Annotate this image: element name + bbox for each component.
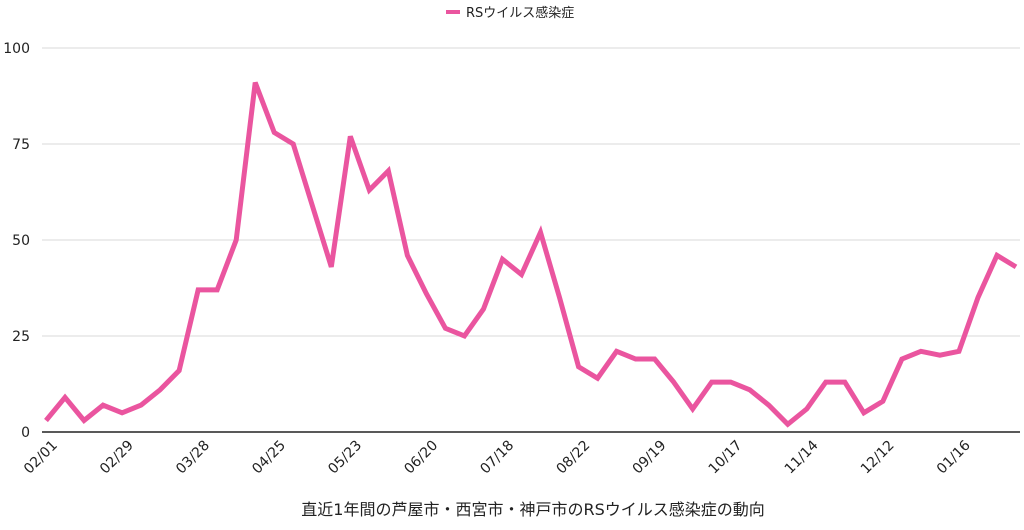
chart-title: 直近1年間の芦屋市・西宮市・神戸市のRSウイルス感染症の動向 bbox=[301, 500, 764, 519]
y-tick-label: 75 bbox=[12, 137, 30, 153]
y-tick-label: 50 bbox=[12, 233, 30, 249]
legend: RSウイルス感染症 bbox=[446, 5, 574, 21]
y-tick-label: 100 bbox=[3, 41, 30, 57]
x-tick-label: 04/25 bbox=[249, 438, 289, 478]
x-tick-label: 02/29 bbox=[97, 438, 137, 478]
x-tick-label: 10/17 bbox=[706, 438, 746, 478]
y-tick-label: 25 bbox=[12, 329, 30, 345]
x-tick-label: 08/22 bbox=[554, 438, 594, 478]
x-tick-label: 12/12 bbox=[858, 438, 898, 478]
x-tick-label: 02/01 bbox=[21, 438, 61, 478]
x-tick-label: 05/23 bbox=[325, 438, 365, 478]
x-tick-label: 06/20 bbox=[401, 438, 441, 478]
series-line bbox=[44, 81, 1018, 428]
x-tick-label: 03/28 bbox=[173, 438, 213, 478]
x-tick-label: 01/16 bbox=[934, 437, 974, 477]
x-tick-label: 07/18 bbox=[477, 438, 517, 478]
x-tick-label: 11/14 bbox=[782, 437, 822, 477]
legend-label: RSウイルス感染症 bbox=[466, 5, 574, 21]
y-tick-label: 0 bbox=[21, 425, 30, 441]
x-tick-label: 09/19 bbox=[630, 438, 670, 478]
